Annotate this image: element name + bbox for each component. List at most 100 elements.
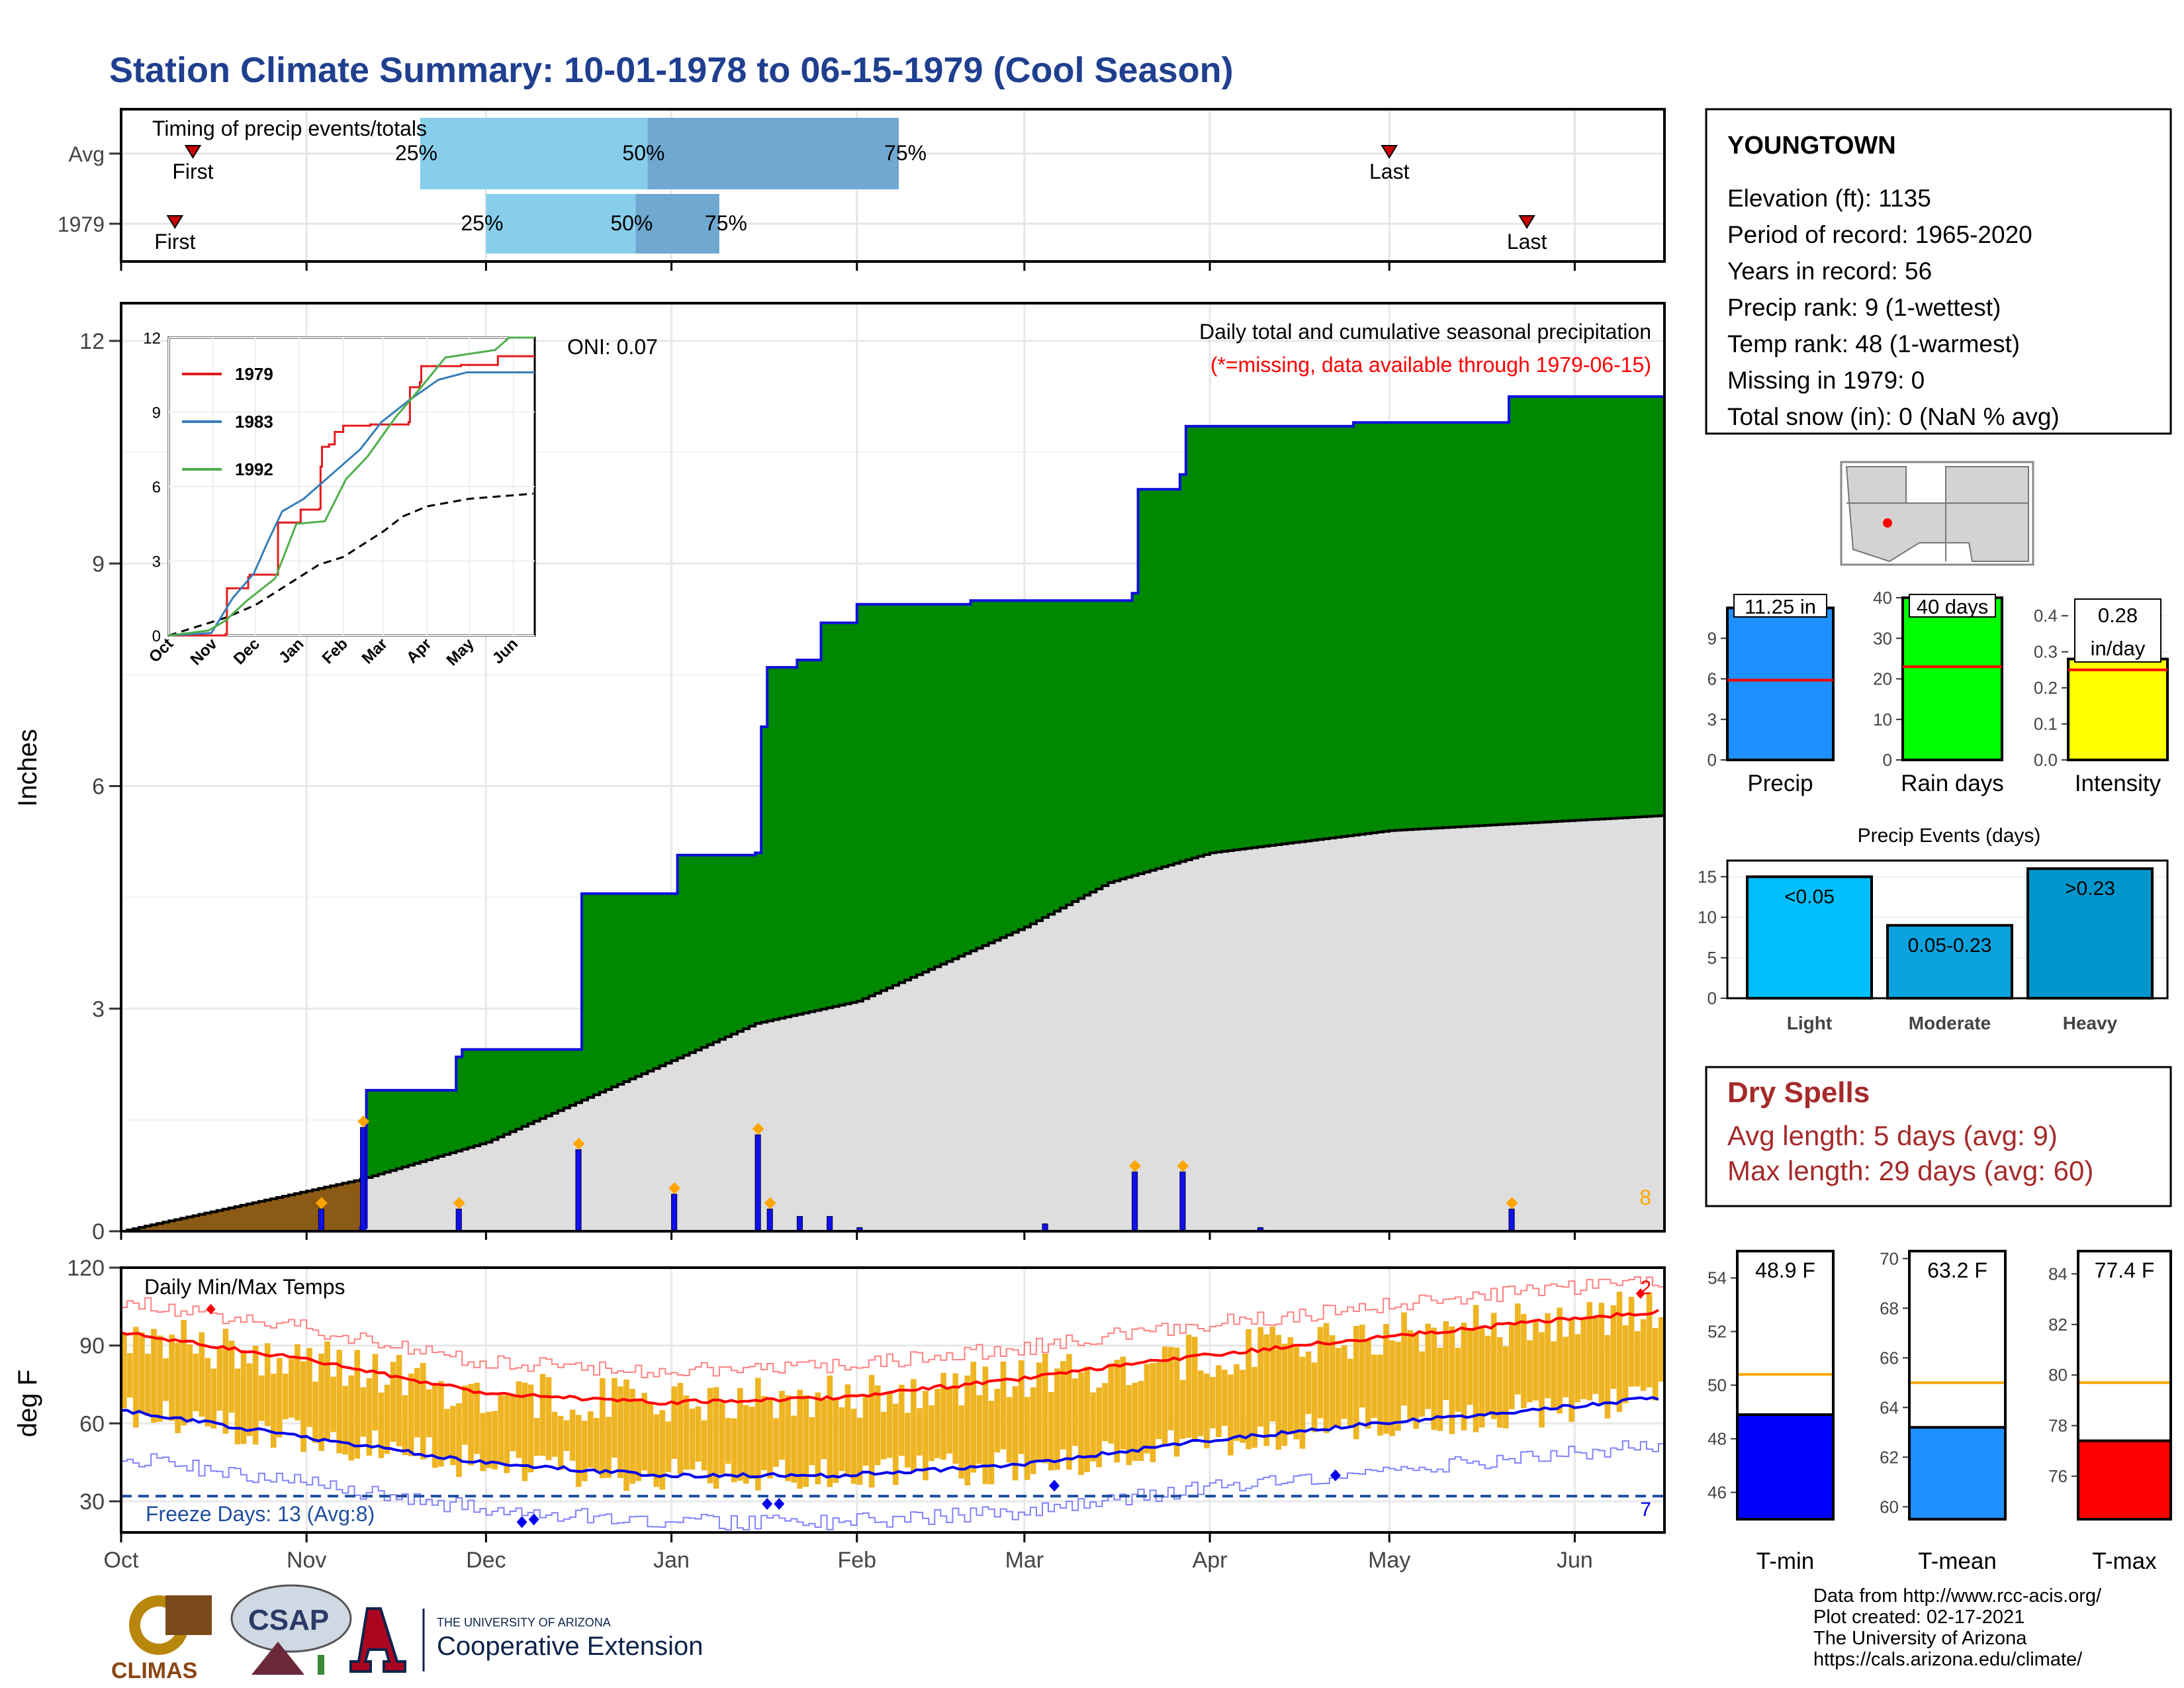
credit-line: https://cals.arizona.edu/climate/ [1813, 1649, 2083, 1670]
daily-temp-bar [1628, 1297, 1635, 1387]
daily-temp-bar [1634, 1331, 1641, 1387]
daily-temp-bar [516, 1381, 522, 1458]
daily-temp-bar [1072, 1378, 1078, 1446]
daily-temp-bar [1054, 1368, 1060, 1470]
daily-precip-bar [360, 1127, 367, 1232]
daily-temp-bar [976, 1395, 983, 1464]
daily-temp-bar [839, 1407, 845, 1472]
daily-temp-bar [289, 1358, 295, 1418]
daily-temp-bar [653, 1414, 660, 1487]
hot-count-label: 2 [1640, 1277, 1651, 1299]
precip-ytick-label: 12 [79, 329, 105, 354]
inset-line-1983 [168, 371, 535, 637]
daily-temp-bar [1179, 1380, 1186, 1439]
daily-temp-bar [283, 1374, 289, 1420]
csap-logo: CSAP [230, 1584, 352, 1675]
daily-temp-bar [1353, 1325, 1359, 1440]
dry-spells-box: Dry Spells Avg length: 5 days (avg: 9) M… [1705, 1066, 2172, 1207]
daily-temp-bar [1527, 1340, 1533, 1403]
small-bar-rain-days [1901, 596, 2003, 761]
daily-temp-bar [988, 1401, 995, 1485]
average-precip-area [121, 816, 1664, 1231]
daily-temp-bar [1042, 1353, 1048, 1464]
temp-bar-ytick-label: 70 [1880, 1248, 1899, 1268]
daily-temp-bar [1389, 1340, 1395, 1436]
daily-temp-bar [964, 1376, 971, 1486]
daily-temp-bar [127, 1353, 133, 1398]
daily-temp-bar [133, 1327, 139, 1428]
timing-row-label: Avg [68, 142, 105, 166]
small-bar-ytick-label: 0.2 [2034, 678, 2058, 698]
temp-bar-t-mean [1908, 1426, 2007, 1521]
temp-bar-ytick-label: 52 [1707, 1322, 1727, 1342]
inset-ytick-label: 12 [143, 330, 161, 348]
daily-temp-bar [462, 1385, 468, 1445]
daily-temp-bar [1317, 1327, 1324, 1419]
timing-marker [166, 215, 184, 229]
daily-temp-bar [563, 1420, 570, 1452]
daily-temp-bar [994, 1388, 1001, 1453]
daily-precip-marker [453, 1197, 465, 1209]
daily-temp-bar [193, 1353, 199, 1411]
credits: Data from http://www.rcc-acis.org/Plot c… [1813, 1585, 2102, 1670]
timing-frame [120, 108, 1666, 263]
daily-precip-bar [671, 1194, 678, 1232]
daily-temp-bar [360, 1387, 367, 1437]
temp-bar-ytick-label: 50 [1707, 1376, 1727, 1395]
timing-bar-q1 [486, 194, 636, 254]
daily-temp-bar [1090, 1392, 1096, 1462]
daily-temp-bar [1012, 1386, 1019, 1481]
daily-temp-bar [683, 1395, 690, 1470]
daily-temp-bar [1592, 1317, 1599, 1394]
record-high-marker [206, 1303, 216, 1315]
temp-bar-ytick-label: 78 [2048, 1416, 2068, 1436]
daily-temp-bar [384, 1384, 390, 1454]
timing-label: Timing of precip events/totals [152, 117, 427, 140]
daily-temp-bar [749, 1407, 755, 1479]
daily-temp-bar [707, 1387, 713, 1483]
daily-temp-bar [797, 1389, 803, 1489]
daily-temp-bar [677, 1383, 684, 1475]
events-bar-label: <0.05 [1784, 886, 1835, 908]
daily-temp-bar [581, 1421, 588, 1481]
small-bar-value: 40 days [1917, 595, 1989, 618]
timing-p25-label: 25% [461, 211, 503, 235]
credit-line: The University of Arizona [1813, 1628, 2027, 1649]
temp-bar-ytick-label: 54 [1707, 1268, 1727, 1288]
daily-temp-bar [1490, 1313, 1497, 1419]
small-bar-ytick-label: 9 [1707, 628, 1717, 648]
daily-temp-bar [1323, 1323, 1330, 1433]
temp-bar-value: 48.9 F [1755, 1258, 1815, 1282]
daily-temp-bar [1108, 1363, 1114, 1444]
daily-precip-bar [1508, 1208, 1515, 1232]
daily-temp-bar [743, 1405, 749, 1484]
daily-temp-bar [1036, 1362, 1042, 1461]
daily-temp-bar [444, 1409, 450, 1458]
daily-temp-bar [917, 1408, 923, 1456]
daily-temp-bar [1377, 1354, 1383, 1436]
daily-temp-bar [791, 1415, 797, 1483]
daily-temp-bar [414, 1368, 420, 1438]
events-bar-moderate [1886, 923, 2013, 1000]
daily-temp-bar [719, 1402, 725, 1474]
daily-temp-bar [899, 1384, 905, 1456]
temp-ytick-label: 60 [79, 1411, 105, 1436]
daily-temp-bar [659, 1410, 666, 1490]
daily-temp-bar [1210, 1377, 1216, 1429]
daily-temp-bar [1502, 1346, 1509, 1429]
daily-temp-bar [1281, 1343, 1288, 1446]
station-name: YOUNGTOWN [1727, 132, 1896, 160]
daily-temp-bar [1359, 1325, 1365, 1408]
daily-temp-bar [1533, 1320, 1539, 1401]
precip-panel: 0 3 6 9 12 Daily total and cumulative seasona… [13, 302, 1666, 1244]
oni-label: ONI: 0.07 [567, 335, 658, 359]
daily-temp-bar [1138, 1381, 1144, 1462]
missing-note: (*=missing, data available through 1979-… [1210, 353, 1651, 377]
inset-ytick-label: 3 [152, 553, 161, 571]
small-bar-value-unit: in/day [2091, 637, 2146, 660]
daily-temp-bar [420, 1362, 426, 1460]
daily-temp-bar [1496, 1336, 1503, 1428]
daily-temp-bar [701, 1420, 707, 1471]
daily-temp-bar [1024, 1397, 1030, 1480]
